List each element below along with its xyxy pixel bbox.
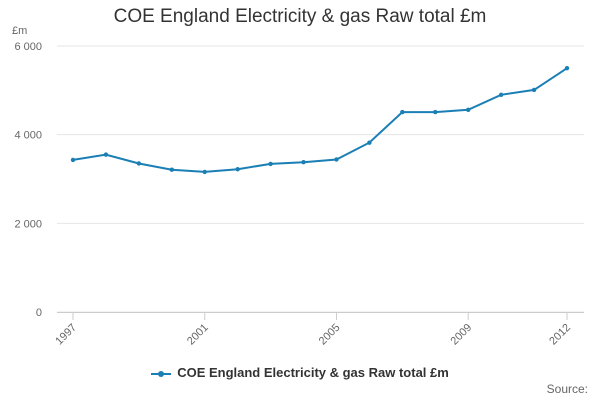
data-point[interactable]	[400, 109, 405, 115]
legend-swatch-icon	[151, 370, 172, 377]
data-point[interactable]	[466, 107, 471, 113]
chart-title: COE England Electricity & gas Raw total …	[113, 6, 487, 27]
data-point[interactable]	[498, 92, 504, 97]
data-point[interactable]	[70, 157, 76, 163]
source-label: Source:	[546, 382, 588, 396]
data-point[interactable]	[564, 65, 570, 71]
data-point[interactable]	[103, 152, 109, 157]
y-axis-unit-label: £m	[12, 25, 27, 37]
x-tick-label: 1997	[53, 322, 79, 348]
data-point[interactable]	[334, 157, 339, 162]
data-point[interactable]	[136, 161, 142, 166]
legend-item-label[interactable]: COE England Electricity & gas Raw total …	[177, 365, 449, 380]
x-tick-label: 2001	[185, 322, 211, 348]
x-tick-label: 2005	[317, 322, 343, 348]
data-point[interactable]	[235, 167, 240, 172]
data-point[interactable]	[531, 87, 537, 93]
data-point[interactable]	[367, 140, 372, 145]
data-point[interactable]	[433, 109, 438, 115]
y-tick-label: 2 000	[14, 218, 42, 230]
x-tick-label: 2009	[449, 322, 475, 348]
x-axis-ticks: 1997 2001 2005 2009 2012	[53, 312, 573, 347]
y-tick-label: 6 000	[14, 41, 42, 53]
legend[interactable]: COE England Electricity & gas Raw total …	[0, 365, 600, 380]
x-tick-label: 2012	[547, 322, 573, 348]
series-line[interactable]	[72, 67, 568, 173]
y-axis-ticks: 0 2 000 4 000 6 000	[14, 41, 42, 319]
data-point[interactable]	[169, 167, 174, 172]
y-tick-label: 4 000	[14, 130, 42, 142]
data-point[interactable]	[202, 169, 207, 175]
data-point[interactable]	[301, 159, 306, 165]
series-group	[70, 65, 570, 175]
gridlines	[57, 45, 584, 313]
data-point[interactable]	[268, 161, 273, 167]
y-tick-label: 0	[36, 307, 42, 319]
